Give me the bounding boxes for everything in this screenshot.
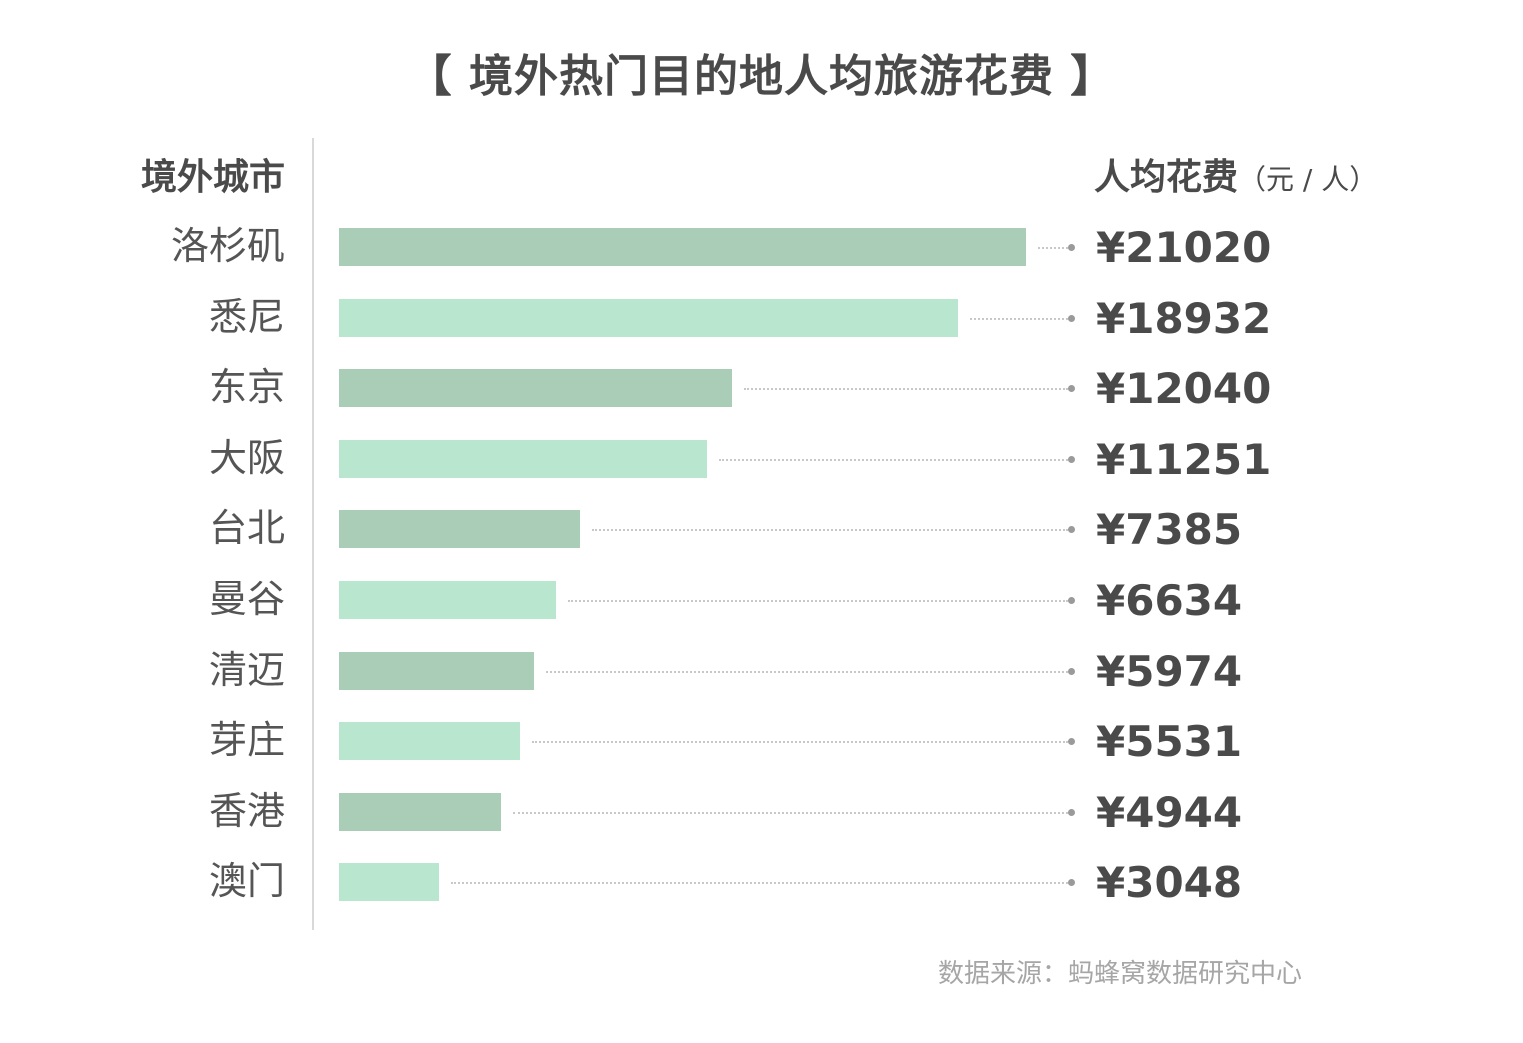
city-label: 曼谷 bbox=[208, 577, 285, 621]
bar bbox=[339, 792, 501, 831]
bar bbox=[339, 581, 556, 619]
city-label: 洛杉矶 bbox=[170, 224, 285, 268]
leader-line bbox=[969, 317, 1068, 320]
chart-title: 【 境外热门目的地人均旅游花费 】 bbox=[407, 51, 1116, 102]
leader-line bbox=[546, 670, 1068, 673]
bar bbox=[339, 863, 439, 902]
leader-dot bbox=[1068, 455, 1075, 463]
leader-line bbox=[718, 458, 1068, 461]
leader-line bbox=[450, 882, 1068, 885]
leader-line bbox=[531, 741, 1068, 744]
value-label: ¥11251 bbox=[1096, 434, 1272, 484]
bar bbox=[339, 651, 535, 690]
city-label: 清迈 bbox=[208, 647, 285, 692]
value-header: 人均花费（元 / 人） bbox=[1094, 148, 1377, 200]
city-label: 芽庄 bbox=[208, 718, 285, 763]
value-label: ¥3048 bbox=[1096, 858, 1243, 908]
value-label: ¥7385 bbox=[1096, 505, 1243, 555]
city-label: 大阪 bbox=[208, 435, 285, 480]
value-label: ¥21020 bbox=[1096, 223, 1272, 272]
leader-dot bbox=[1068, 879, 1075, 887]
axis-divider bbox=[312, 138, 314, 930]
category-header: 境外城市 bbox=[140, 157, 285, 198]
leader-dot bbox=[1068, 385, 1075, 393]
city-label: 悉尼 bbox=[208, 294, 285, 339]
leader-dot bbox=[1068, 597, 1075, 604]
city-label: 澳门 bbox=[208, 859, 285, 904]
city-label: 台北 bbox=[208, 506, 285, 551]
value-unit: （元 / 人） bbox=[1238, 163, 1378, 196]
bar bbox=[339, 722, 520, 761]
bar bbox=[339, 228, 1026, 266]
value-label: ¥5531 bbox=[1096, 717, 1243, 767]
value-label: ¥5974 bbox=[1096, 646, 1243, 696]
leader-dot bbox=[1068, 314, 1075, 322]
bar bbox=[339, 510, 581, 549]
bar bbox=[339, 369, 733, 408]
data-source: 数据来源：蚂蜂窝数据研究中心 bbox=[938, 959, 1303, 989]
leader-dot bbox=[1068, 244, 1075, 251]
value-label: ¥18932 bbox=[1096, 293, 1272, 343]
leader-dot bbox=[1068, 808, 1075, 816]
leader-line bbox=[744, 388, 1068, 391]
leader-line bbox=[567, 600, 1068, 602]
leader-line bbox=[592, 529, 1068, 532]
value-label: ¥6634 bbox=[1096, 576, 1243, 625]
leader-dot bbox=[1068, 667, 1075, 675]
bar bbox=[339, 298, 958, 337]
value-header-text: 人均花费 bbox=[1094, 157, 1239, 198]
leader-dot bbox=[1068, 738, 1075, 746]
leader-dot bbox=[1068, 526, 1075, 534]
value-label: ¥4944 bbox=[1096, 787, 1243, 837]
leader-line bbox=[1037, 247, 1068, 249]
leader-line bbox=[512, 811, 1068, 814]
city-label: 香港 bbox=[208, 788, 285, 833]
bar bbox=[339, 439, 707, 478]
city-label: 东京 bbox=[208, 365, 285, 410]
value-label: ¥12040 bbox=[1096, 364, 1272, 414]
